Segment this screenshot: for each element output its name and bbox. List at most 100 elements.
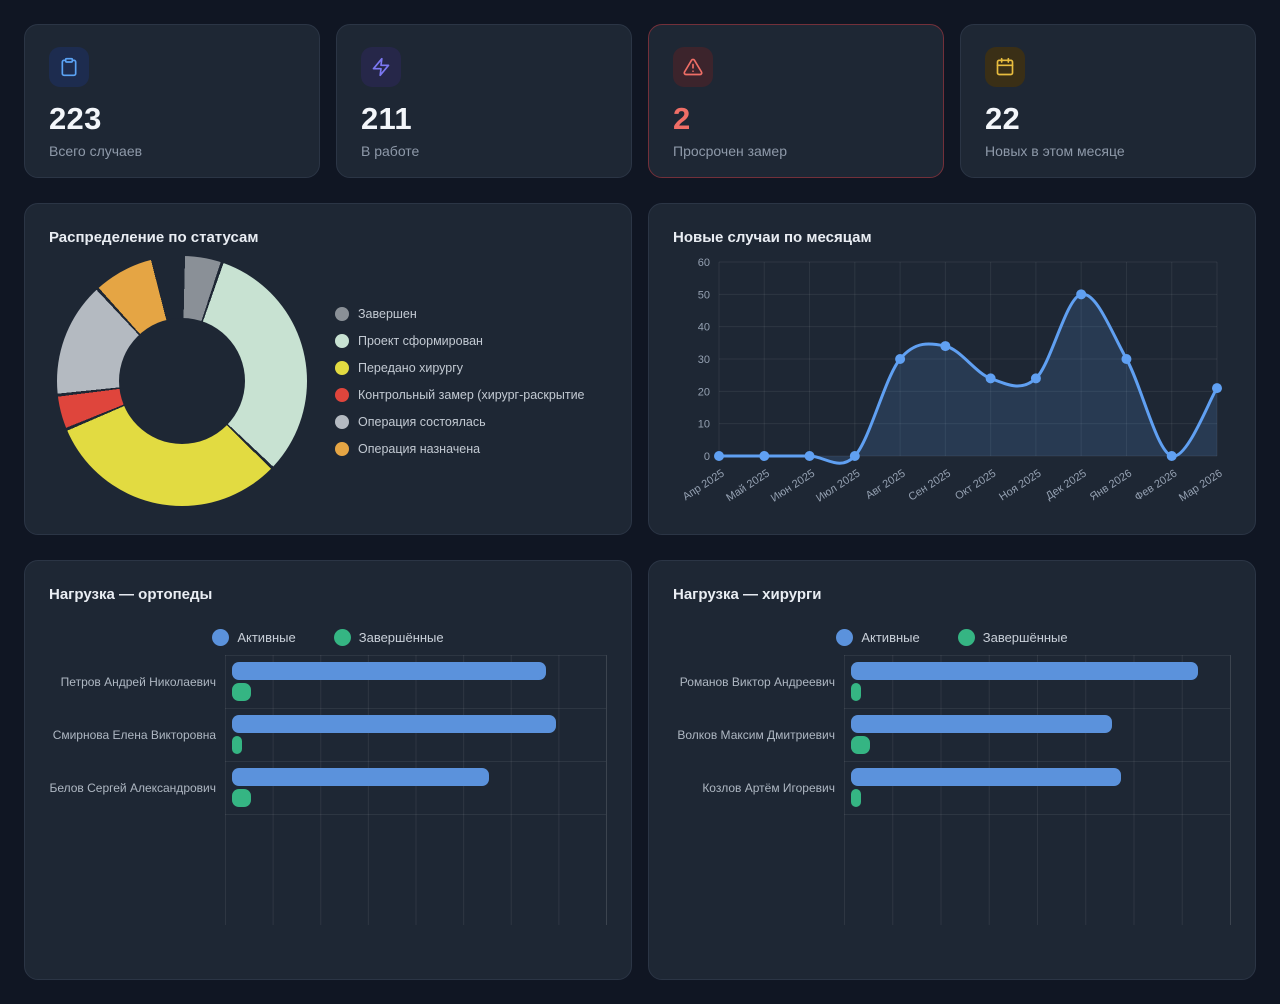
data-point[interactable] — [940, 341, 951, 352]
charts-row: Распределение по статусам Завершен Проект… — [24, 203, 1256, 535]
x-tick-label: Май 2025 — [724, 467, 772, 504]
data-point[interactable] — [1166, 451, 1177, 461]
stat-value: 211 — [361, 101, 412, 136]
stat-label: Всего случаев — [49, 143, 143, 159]
status-distribution-panel: Распределение по статусам Завершен Проект… — [24, 203, 632, 535]
bar-row: Белов Сергей Александрович — [49, 761, 607, 814]
bar-category-label: Петров Андрей Николаевич — [60, 674, 216, 689]
panel-title: Новые случаи по месяцам — [673, 229, 872, 246]
legend-item[interactable]: Завершённые — [333, 629, 444, 646]
legend-label: Активные — [861, 630, 920, 645]
data-point[interactable] — [849, 451, 860, 461]
stat-card-overdue: 2 Просрочен замер — [648, 24, 944, 178]
stat-card-in-progress: 211 В работе — [336, 24, 632, 178]
legend-item[interactable]: Передано хирургу — [335, 360, 585, 375]
completed-bar[interactable] — [232, 789, 252, 807]
bar-row: Волков Максим Дмитриевич — [673, 708, 1231, 761]
legend-item[interactable]: Операция состоялась — [335, 414, 585, 429]
bar-row: Романов Виктор Андреевич — [673, 655, 1231, 708]
x-tick-label: Окт 2025 — [953, 467, 998, 502]
bar-category-label: Белов Сергей Александрович — [49, 780, 216, 795]
active-bar[interactable] — [232, 768, 490, 786]
y-tick-label: 20 — [698, 386, 710, 398]
legend-swatch — [333, 629, 351, 646]
x-tick-label: Фев 2026 — [1133, 467, 1180, 503]
bars-legend: Активные Завершённые — [49, 629, 607, 646]
calendar-icon — [995, 57, 1015, 77]
legend-label: Проект сформирован — [358, 333, 483, 348]
x-tick-label: Янв 2026 — [1088, 467, 1134, 503]
legend-item[interactable]: Контрольный замер (хирург-раскрытие — [335, 387, 585, 402]
stat-value: 22 — [985, 101, 1021, 136]
bar-category-label: Козлов Артём Игоревич — [702, 780, 835, 795]
x-tick-label: Мар 2026 — [1177, 467, 1225, 504]
stat-value: 223 — [49, 101, 102, 136]
x-tick-label: Ноя 2025 — [997, 467, 1043, 503]
bar-track — [225, 655, 607, 708]
stat-label: Просрочен замер — [673, 143, 788, 159]
x-tick-label: Июн 2025 — [769, 467, 817, 504]
legend-item[interactable]: Активные — [212, 629, 296, 646]
panel-title: Нагрузка — ортопеды — [49, 586, 213, 603]
stat-badge — [361, 47, 401, 87]
bar-row: Смирнова Елена Викторовна — [49, 708, 607, 761]
active-bar[interactable] — [851, 715, 1112, 733]
alert-triangle-icon — [683, 57, 703, 77]
data-point[interactable] — [1212, 383, 1222, 394]
data-point[interactable] — [714, 451, 724, 461]
bars-body: Петров Андрей Николаевич Смирнова Елена … — [49, 655, 607, 925]
panel-title: Распределение по статусам — [49, 229, 259, 246]
bar-track — [225, 708, 607, 761]
bar-row: Козлов Артём Игоревич — [673, 761, 1231, 814]
legend-swatch — [335, 360, 349, 375]
bar-category-label: Смирнова Елена Викторовна — [52, 727, 216, 742]
active-bar[interactable] — [232, 662, 547, 680]
panel-title: Нагрузка — хирурги — [673, 586, 822, 603]
y-tick-label: 40 — [698, 322, 710, 334]
data-point[interactable] — [1121, 354, 1132, 364]
legend-swatch — [957, 629, 975, 646]
legend-label: Активные — [237, 630, 296, 645]
legend-item[interactable]: Завершённые — [957, 629, 1068, 646]
completed-bar[interactable] — [232, 683, 252, 701]
legend-swatch — [836, 629, 854, 646]
bar-track — [844, 708, 1231, 761]
completed-bar[interactable] — [232, 736, 242, 754]
active-bar[interactable] — [851, 662, 1199, 680]
completed-bar[interactable] — [851, 736, 871, 754]
legend-item[interactable]: Проект сформирован — [335, 333, 585, 348]
legend-item[interactable]: Активные — [836, 629, 920, 646]
y-tick-label: 30 — [698, 354, 710, 366]
legend-swatch — [335, 387, 349, 402]
active-bar[interactable] — [851, 768, 1122, 786]
status-doughnut[interactable] — [57, 256, 307, 506]
x-tick-label: Июл 2025 — [814, 467, 862, 504]
bar-track — [225, 761, 607, 814]
data-point[interactable] — [1076, 289, 1087, 300]
bar-track — [844, 761, 1231, 814]
data-point[interactable] — [804, 451, 815, 461]
legend-item[interactable]: Операция назначена — [335, 441, 585, 456]
legend-swatch — [335, 306, 349, 321]
data-point[interactable] — [759, 451, 770, 461]
x-tick-label: Апр 2025 — [681, 467, 727, 503]
stat-badge — [985, 47, 1025, 87]
completed-bar[interactable] — [851, 789, 861, 807]
bar-row: Петров Андрей Николаевич — [49, 655, 607, 708]
data-point[interactable] — [985, 373, 996, 384]
legend-swatch — [335, 414, 349, 429]
legend-label: Завершённые — [982, 630, 1068, 645]
data-point[interactable] — [1030, 373, 1041, 384]
data-point[interactable] — [895, 354, 906, 364]
stat-value: 2 — [673, 101, 691, 136]
y-tick-label: 0 — [704, 451, 710, 463]
legend-item[interactable]: Завершен — [335, 306, 585, 321]
completed-bar[interactable] — [851, 683, 861, 701]
active-bar[interactable] — [232, 715, 556, 733]
stat-badge — [673, 47, 713, 87]
workload-row: Нагрузка — ортопеды Активные Завершённые … — [24, 560, 1256, 980]
stats-row: 223 Всего случаев 211 В работе 2 Просроч… — [24, 24, 1256, 178]
bar-category-label: Романов Виктор Андреевич — [679, 674, 835, 689]
